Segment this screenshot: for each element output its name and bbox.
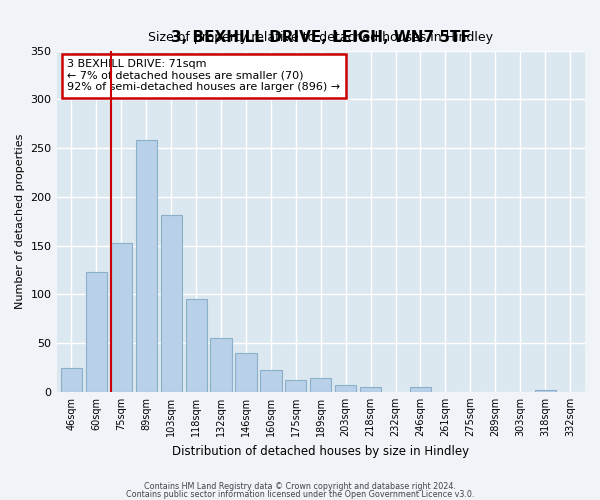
Y-axis label: Number of detached properties: Number of detached properties bbox=[15, 134, 25, 309]
Bar bbox=[535, 390, 556, 392]
Bar bbox=[235, 353, 257, 392]
Bar bbox=[260, 370, 281, 392]
Bar bbox=[211, 338, 232, 392]
Bar bbox=[161, 216, 182, 392]
X-axis label: Distribution of detached houses by size in Hindley: Distribution of detached houses by size … bbox=[172, 444, 469, 458]
Bar bbox=[61, 368, 82, 392]
Text: 3 BEXHILL DRIVE: 71sqm
← 7% of detached houses are smaller (70)
92% of semi-deta: 3 BEXHILL DRIVE: 71sqm ← 7% of detached … bbox=[67, 59, 340, 92]
Bar bbox=[111, 242, 132, 392]
Bar bbox=[136, 140, 157, 392]
Bar bbox=[360, 387, 381, 392]
Bar bbox=[310, 378, 331, 392]
Text: Contains HM Land Registry data © Crown copyright and database right 2024.: Contains HM Land Registry data © Crown c… bbox=[144, 482, 456, 491]
Bar bbox=[335, 385, 356, 392]
Title: 3, BEXHILL DRIVE, LEIGH, WN7 5TF: 3, BEXHILL DRIVE, LEIGH, WN7 5TF bbox=[171, 30, 471, 46]
Bar bbox=[410, 387, 431, 392]
Text: Contains public sector information licensed under the Open Government Licence v3: Contains public sector information licen… bbox=[126, 490, 474, 499]
Bar bbox=[285, 380, 307, 392]
Text: Size of property relative to detached houses in Hindley: Size of property relative to detached ho… bbox=[148, 31, 493, 44]
Bar bbox=[185, 299, 207, 392]
Bar bbox=[86, 272, 107, 392]
